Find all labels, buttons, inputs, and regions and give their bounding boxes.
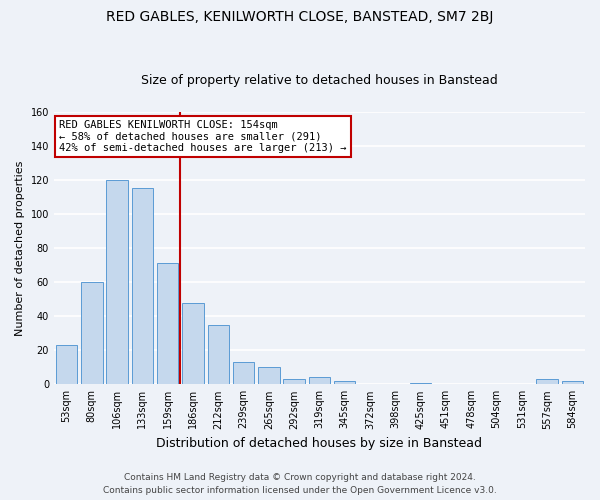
Text: Contains HM Land Registry data © Crown copyright and database right 2024.
Contai: Contains HM Land Registry data © Crown c… [103, 473, 497, 495]
Bar [56, 345, 77, 385]
Bar [536, 379, 558, 384]
Bar [309, 378, 330, 384]
Bar [258, 368, 280, 384]
Text: RED GABLES, KENILWORTH CLOSE, BANSTEAD, SM7 2BJ: RED GABLES, KENILWORTH CLOSE, BANSTEAD, … [106, 10, 494, 24]
Bar [562, 381, 583, 384]
Bar [182, 302, 204, 384]
Bar [106, 180, 128, 384]
Text: RED GABLES KENILWORTH CLOSE: 154sqm
← 58% of detached houses are smaller (291)
4: RED GABLES KENILWORTH CLOSE: 154sqm ← 58… [59, 120, 347, 153]
Bar [208, 324, 229, 384]
Title: Size of property relative to detached houses in Banstead: Size of property relative to detached ho… [141, 74, 498, 87]
X-axis label: Distribution of detached houses by size in Banstead: Distribution of detached houses by size … [157, 437, 482, 450]
Bar [283, 379, 305, 384]
Bar [81, 282, 103, 384]
Bar [157, 264, 178, 384]
Bar [410, 382, 431, 384]
Bar [233, 362, 254, 384]
Bar [131, 188, 153, 384]
Bar [334, 381, 355, 384]
Y-axis label: Number of detached properties: Number of detached properties [15, 160, 25, 336]
